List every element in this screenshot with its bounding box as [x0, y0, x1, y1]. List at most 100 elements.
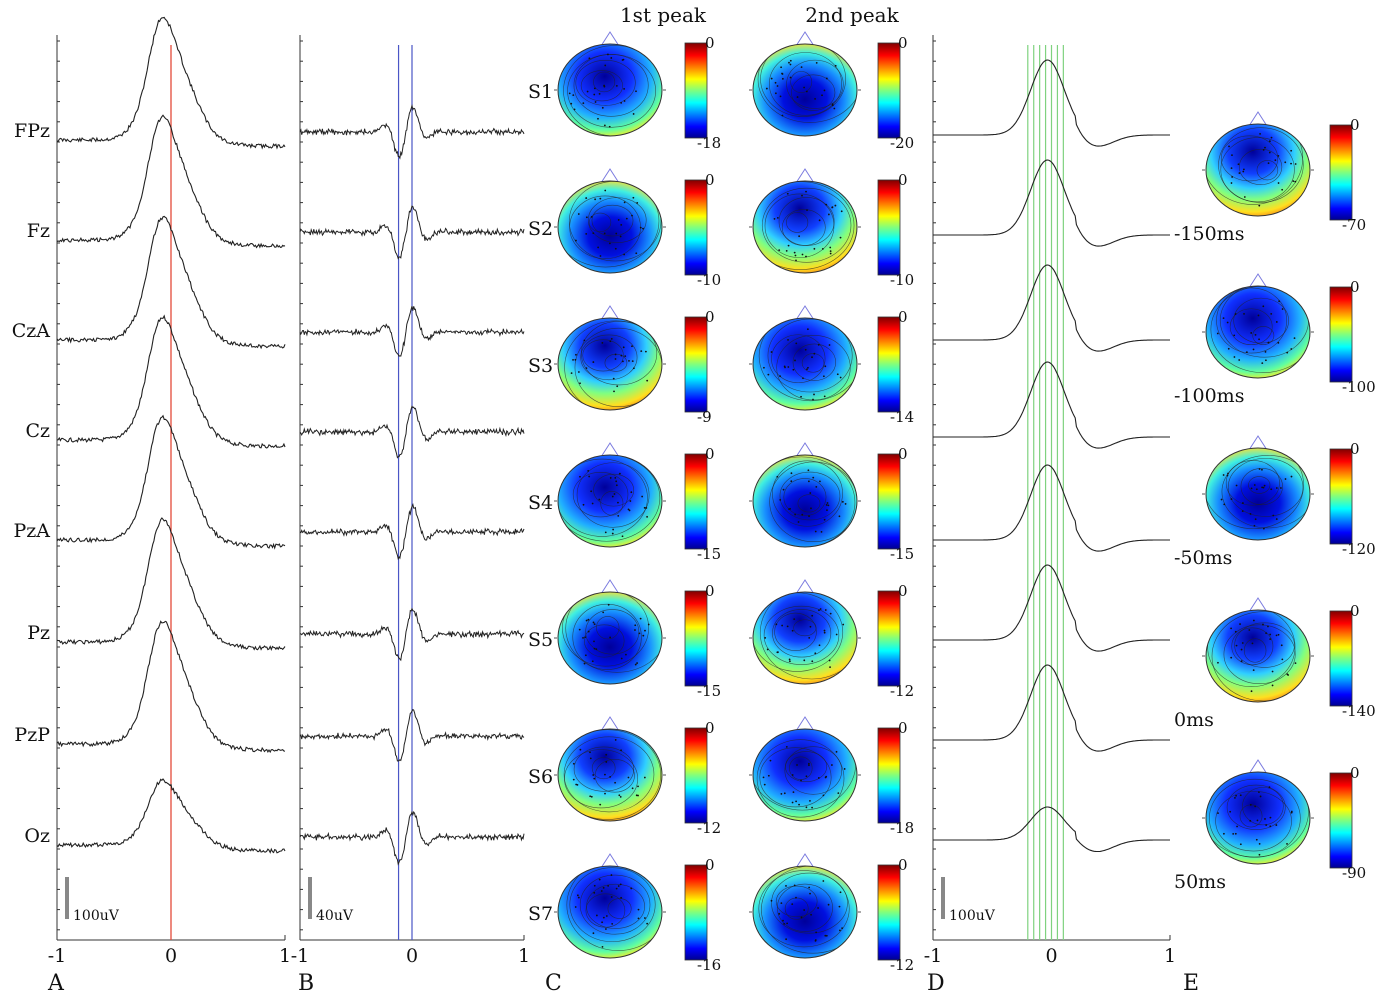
time-label-50ms: 50ms	[1174, 871, 1226, 893]
panel-letter-C: C	[545, 971, 562, 994]
electrode-dot	[825, 203, 828, 206]
electrode-dot	[614, 247, 617, 250]
electrode-dot	[615, 484, 618, 487]
colorbar-1st-S4	[684, 453, 708, 550]
electrode-dot	[573, 108, 576, 111]
electrode-dot	[614, 476, 617, 479]
electrode-dot	[1258, 468, 1261, 470]
electrode-dot	[587, 470, 590, 472]
panelA-scalebar-label: 100uV	[73, 908, 120, 924]
electrode-dot	[605, 928, 607, 930]
subject-label-S6: S6	[528, 766, 553, 788]
electrode-dot	[1250, 332, 1253, 334]
electrode-dot	[1277, 341, 1280, 344]
electrode-dot	[592, 774, 595, 776]
electrode-dot	[1251, 642, 1254, 645]
electrode-dot	[1235, 794, 1237, 797]
electrode-dot	[840, 210, 843, 213]
colorbar-1st-S2-min: -10	[697, 271, 721, 289]
electrode-dot	[835, 633, 838, 636]
contour-line	[596, 616, 620, 640]
electrode-dot	[1259, 795, 1262, 798]
electrode-dot	[819, 608, 822, 610]
electrode-dot	[785, 885, 787, 887]
electrode-dot	[1264, 359, 1267, 362]
electrode-dot	[1230, 627, 1233, 630]
topomap-E--100ms	[1202, 273, 1314, 379]
electrode-dot	[1241, 642, 1244, 644]
contour-line	[1218, 127, 1304, 203]
electrode-dot	[787, 244, 790, 247]
contour-line	[767, 318, 853, 393]
electrode-dot	[1258, 842, 1261, 845]
electrode-dot	[800, 779, 802, 782]
electrode-dot	[619, 883, 622, 886]
electrode-dot	[826, 509, 828, 512]
panelB-x-tick-label: -1	[291, 945, 310, 967]
electrode-dot	[1234, 313, 1237, 315]
electrode-dot	[786, 192, 789, 195]
electrode-dot	[829, 250, 832, 252]
electrode-dot	[610, 57, 613, 59]
electrode-dot	[825, 77, 828, 80]
electrode-dot	[592, 621, 595, 624]
contour-line	[1206, 124, 1304, 205]
colorbar-E--150ms-max: 0	[1350, 116, 1360, 134]
head-nose	[795, 579, 815, 595]
electrode-dot	[809, 492, 812, 494]
colorbar-2nd-S2-min: -10	[890, 271, 914, 289]
electrode-dot	[765, 87, 768, 90]
panelB-waveform	[299, 205, 525, 260]
electrode-dot	[776, 475, 779, 478]
contour-line	[758, 318, 857, 402]
contour-line	[1231, 627, 1274, 666]
electrode-dot	[1280, 644, 1283, 647]
contour-line	[1248, 476, 1271, 494]
electrode-dot	[1277, 633, 1280, 636]
panelD-waveform	[933, 59, 1170, 147]
electrode-dot	[628, 360, 630, 362]
electrode-dot	[574, 358, 577, 361]
electrode-dot	[839, 891, 842, 894]
electrode-dot	[610, 337, 613, 340]
electrode-dot	[617, 514, 620, 517]
electrode-dot	[630, 491, 633, 494]
colorbar-1st-S5	[684, 590, 708, 687]
panelA-x-tick-label: 0	[165, 945, 177, 967]
colorbar-E--150ms-min: -70	[1342, 216, 1366, 234]
electrode-dot	[579, 748, 582, 751]
electrode-dot	[779, 375, 781, 378]
contour-line	[1221, 455, 1310, 529]
electrode-dot	[790, 472, 793, 475]
contour-line	[574, 327, 662, 408]
contour-line	[759, 592, 857, 680]
electrode-dot	[829, 612, 832, 615]
electrode-dot	[1270, 488, 1273, 491]
electrode-dot	[1252, 619, 1255, 622]
electrode-dot	[767, 774, 770, 777]
electrode-dot	[829, 246, 832, 249]
electrode-dot	[643, 776, 646, 779]
electrode-dot	[637, 917, 640, 920]
head-nose	[600, 168, 620, 184]
electrode-dot	[1290, 162, 1292, 165]
electrode-dot	[1242, 168, 1245, 171]
electrode-dot	[639, 617, 642, 620]
head-nose	[1248, 111, 1268, 127]
electrode-dot	[635, 794, 638, 797]
electrode-dot	[1287, 674, 1290, 676]
electrode-dot	[609, 242, 611, 245]
electrode-dot	[786, 922, 789, 925]
electrode-dot	[572, 358, 574, 361]
topomap-1st-S2	[554, 168, 666, 274]
colorbar-1st-S6-max: 0	[705, 719, 715, 737]
electrode-dot	[593, 623, 596, 626]
electrode-dot	[780, 792, 783, 795]
electrode-dot	[793, 618, 796, 621]
electrode-dot	[1241, 510, 1244, 513]
electrode-dot	[808, 886, 811, 889]
electrode-dot	[603, 124, 606, 127]
electrode-dot	[620, 354, 623, 357]
colorbar-2nd-S5-min: -12	[890, 682, 914, 700]
electrode-dot	[1292, 180, 1295, 183]
